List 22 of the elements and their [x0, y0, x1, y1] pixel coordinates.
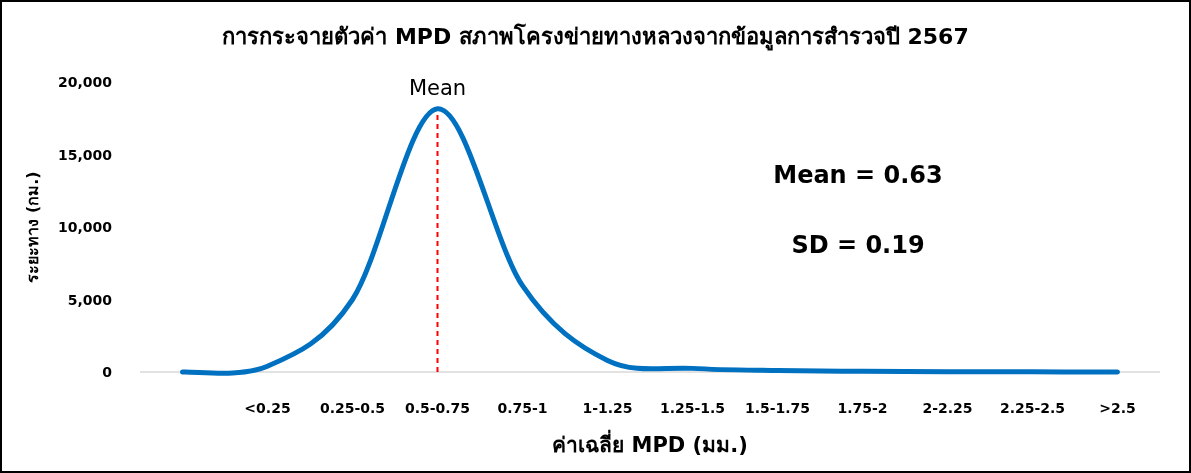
x-tick-label: 2-2.25 — [922, 400, 973, 416]
x-tick-label: 0.25-0.5 — [319, 400, 386, 416]
x-tick-label: 0.75-1 — [497, 400, 548, 416]
x-tick-label: <0.25 — [244, 400, 291, 416]
x-tick-label: 2.25-2.5 — [999, 400, 1066, 416]
x-tick-label: 1.75-2 — [837, 400, 888, 416]
x-axis-title: ค่าเฉลี่ย MPD (มม.) — [552, 429, 748, 457]
x-tick-label: >2.5 — [1099, 400, 1136, 416]
x-tick-label: 1.5-1.75 — [744, 400, 811, 416]
y-tick-label: 15,000 — [57, 146, 113, 163]
y-tick-label: 10,000 — [57, 219, 113, 235]
y-tick-label: 5,000 — [67, 291, 113, 308]
y-axis-title: ระยะทาง (กม.) — [23, 171, 42, 283]
ref-line-label: Mean — [408, 75, 467, 100]
y-tick-label: 20,000 — [57, 74, 113, 90]
annotation: Mean = 0.63 — [773, 161, 943, 189]
x-tick-label: 1-1.25 — [582, 400, 633, 416]
x-tick-label: 1.25-1.5 — [659, 400, 726, 416]
chart-title: การกระจายตัวค่า MPD สภาพโครงข่ายทางหลวงจากข้อมูลการสำรวจปี 2567 — [222, 23, 969, 51]
x-tick-label: 0.5-0.75 — [404, 400, 471, 416]
annotation: SD = 0.19 — [791, 231, 925, 259]
y-tick-label: 0 — [102, 364, 113, 380]
